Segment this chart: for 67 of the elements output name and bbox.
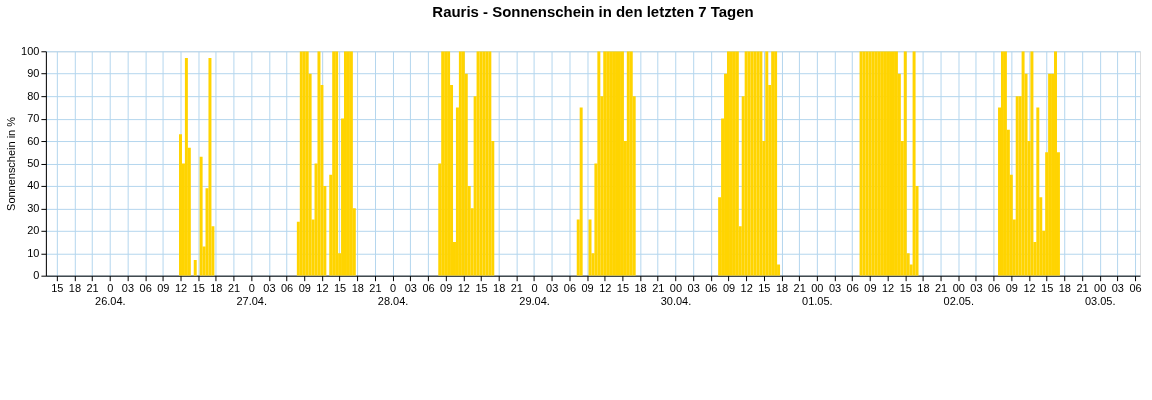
- x-tick-label: 12: [740, 282, 753, 295]
- x-tick-label: 15: [899, 282, 912, 295]
- chart-title: Rauris - Sonnenschein in den letzten 7 Tagen: [432, 3, 754, 21]
- x-tick-label: 03: [687, 282, 700, 295]
- x-tick-label: 18: [917, 282, 930, 295]
- x-tick-label: 06: [705, 282, 718, 295]
- x-tick-label: 06: [280, 282, 294, 295]
- x-tick-label: 15: [475, 282, 488, 295]
- x-tick-label: 09: [440, 282, 453, 295]
- x-tick-label: 21: [510, 282, 523, 295]
- x-tick-label: 21: [652, 282, 665, 295]
- x-tick-label: 06: [422, 282, 435, 295]
- x-tick-label: 15: [616, 282, 630, 295]
- x-tick-label: 12: [316, 282, 329, 295]
- x-tick-label: 09: [722, 282, 736, 295]
- x-tick-label: 03: [546, 282, 559, 295]
- x-tick-label: 18: [493, 282, 506, 295]
- x-tick-label: 15: [758, 282, 771, 295]
- y-axis-title: Sonnenschein in %: [5, 116, 18, 211]
- x-tick-label: 09: [581, 282, 594, 295]
- x-tick-label: 06: [988, 282, 1001, 295]
- x-tick-label: 15: [333, 282, 347, 295]
- x-tick-label: 21: [935, 282, 948, 295]
- x-tick-label: 21: [227, 282, 241, 295]
- x-tick-label: 18: [210, 282, 223, 295]
- x-tick-label: 03: [121, 282, 135, 295]
- y-tick-label: 0: [33, 269, 40, 282]
- x-tick-label: 09: [1005, 282, 1018, 295]
- x-tick-label: 12: [1023, 282, 1036, 295]
- x-tick-label: 12: [174, 282, 188, 295]
- y-tick-label: 10: [27, 246, 40, 259]
- x-tick-label: 09: [864, 282, 877, 295]
- y-tick-label: 40: [27, 179, 40, 192]
- y-tick-label: 20: [27, 224, 40, 237]
- x-tick-label: 09: [298, 282, 311, 295]
- y-tick-label: 80: [27, 89, 40, 102]
- x-tick-label: 15: [192, 282, 205, 295]
- x-tick-label: 12: [457, 282, 470, 295]
- x-tick-label: 18: [68, 282, 82, 295]
- x-tick-label: 18: [351, 282, 364, 295]
- x-tick-label: 03: [970, 282, 983, 295]
- x-tick-label: 18: [634, 282, 647, 295]
- x-tick-label: 09: [157, 282, 170, 295]
- x-tick-label: 03: [404, 282, 417, 295]
- x-tick-label: 06: [846, 282, 859, 295]
- x-tick-label: 06: [563, 282, 576, 295]
- y-tick-label: 100: [21, 44, 40, 57]
- x-tick-label: 03: [828, 282, 842, 295]
- x-tick-label: 15: [51, 282, 64, 295]
- y-tick-label: 30: [27, 201, 40, 214]
- x-tick-label: 06: [139, 282, 152, 295]
- x-tick-label: 18: [775, 282, 789, 295]
- x-tick-label: 21: [793, 282, 806, 295]
- y-tick-label: 90: [27, 67, 40, 80]
- x-tick-label: 18: [1058, 282, 1071, 295]
- x-tick-label: 21: [86, 282, 99, 295]
- x-tick-label: 03: [263, 282, 276, 295]
- y-tick-label: 70: [27, 112, 40, 125]
- x-tick-label: 12: [599, 282, 612, 295]
- y-tick-label: 60: [27, 134, 40, 147]
- x-tick-label: 21: [1076, 282, 1089, 295]
- x-tick-label: 03: [1111, 282, 1124, 295]
- x-tick-label: 12: [881, 282, 895, 295]
- y-tick-label: 50: [27, 156, 40, 169]
- x-tick-label: 06: [1129, 282, 1142, 295]
- x-tick-label: 21: [369, 282, 382, 295]
- x-tick-label: 15: [1041, 282, 1054, 295]
